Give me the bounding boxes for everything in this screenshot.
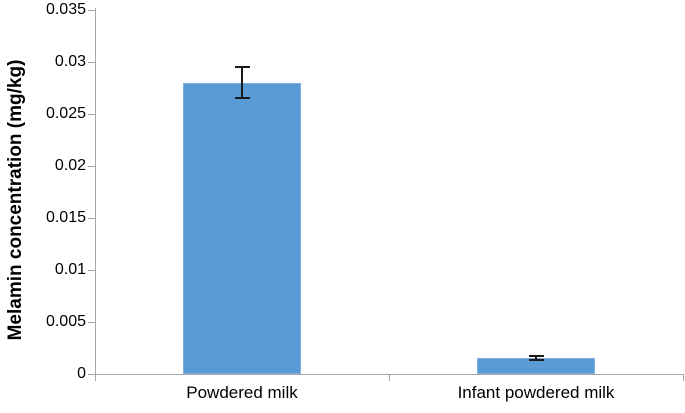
x-tick-mark (389, 375, 390, 381)
error-bar-line (535, 356, 537, 361)
y-tick-label: 0.015 (45, 209, 86, 226)
y-tick-label: 0 (77, 365, 86, 382)
y-tick-mark (88, 62, 95, 63)
error-bar-cap-top (234, 66, 250, 69)
y-tick-mark (88, 322, 95, 323)
x-category-label: Powdered milk (186, 383, 298, 402)
bar-1 (183, 82, 301, 374)
y-axis-title: Melamin concentration (mg/kg) (5, 59, 26, 341)
y-tick-mark (88, 10, 95, 11)
y-axis-line (95, 8, 96, 374)
error-bar-line (241, 67, 243, 99)
x-tick-mark (95, 375, 96, 381)
error-bar-cap-bottom (528, 359, 544, 362)
x-category-label: Infant powdered milk (457, 383, 615, 402)
y-tick-label: 0.025 (45, 105, 86, 122)
y-tick-label: 0.005 (45, 313, 86, 330)
y-tick-label: 0.01 (54, 261, 86, 278)
x-axis-line (88, 374, 684, 375)
y-tick-mark (88, 270, 95, 271)
error-bar-cap-bottom (234, 97, 250, 100)
y-tick-mark (88, 166, 95, 167)
error-bar-cap-top (528, 355, 544, 358)
y-tick-label: 0.02 (54, 157, 86, 174)
y-tick-mark (88, 218, 95, 219)
y-tick-label: 0.03 (54, 53, 86, 70)
y-tick-mark (88, 114, 95, 115)
x-tick-mark (683, 375, 684, 381)
y-tick-label: 0.035 (45, 1, 86, 18)
